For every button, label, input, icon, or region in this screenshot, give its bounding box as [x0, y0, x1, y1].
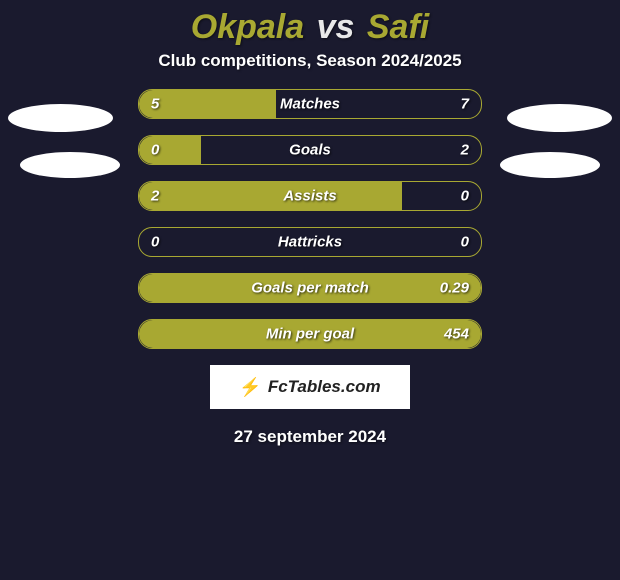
comparison-title: Okpala vs Safi [0, 0, 620, 51]
date-text: 27 september 2024 [0, 427, 620, 447]
bar-fill [139, 90, 276, 118]
subtitle: Club competitions, Season 2024/2025 [0, 51, 620, 71]
stat-value-right: 0.29 [440, 280, 469, 297]
bar-fill [139, 136, 201, 164]
stat-bar-matches: 5 Matches 7 [138, 89, 482, 119]
stat-bar-assists: 2 Assists 0 [138, 181, 482, 211]
stat-label: Goals [289, 142, 331, 159]
stat-label: Hattricks [278, 234, 342, 251]
stat-value-left: 2 [151, 188, 159, 205]
logo-text: FcTables.com [268, 377, 381, 397]
logo-box: ⚡ FcTables.com [210, 365, 410, 409]
bar-fill [139, 182, 402, 210]
decorative-ellipse-mid-left [20, 152, 120, 178]
stat-label: Min per goal [266, 326, 354, 343]
stat-value-left: 0 [151, 234, 159, 251]
stat-value-left: 5 [151, 96, 159, 113]
decorative-ellipse-top-right [507, 104, 612, 132]
stat-bar-min-per-goal: Min per goal 454 [138, 319, 482, 349]
stat-value-right: 0 [461, 188, 469, 205]
player1-name: Okpala [191, 8, 304, 46]
vs-separator: vs [317, 8, 355, 46]
stats-area: 5 Matches 7 0 Goals 2 2 Assists 0 0 Hattricks 0 Goal… [0, 89, 620, 349]
stat-label: Assists [283, 188, 336, 205]
stat-bars-container: 5 Matches 7 0 Goals 2 2 Assists 0 0 Hattricks 0 Goal… [138, 89, 482, 349]
stat-bar-hattricks: 0 Hattricks 0 [138, 227, 482, 257]
stat-label: Goals per match [251, 280, 369, 297]
stat-value-right: 0 [461, 234, 469, 251]
stat-value-left: 0 [151, 142, 159, 159]
stat-value-right: 2 [461, 142, 469, 159]
stat-value-right: 7 [461, 96, 469, 113]
player2-name: Safi [367, 8, 429, 46]
decorative-ellipse-mid-right [500, 152, 600, 178]
stat-label: Matches [280, 96, 340, 113]
stat-bar-goals: 0 Goals 2 [138, 135, 482, 165]
decorative-ellipse-top-left [8, 104, 113, 132]
stat-value-right: 454 [444, 326, 469, 343]
stat-bar-goals-per-match: Goals per match 0.29 [138, 273, 482, 303]
logo-icon: ⚡ [239, 377, 261, 398]
